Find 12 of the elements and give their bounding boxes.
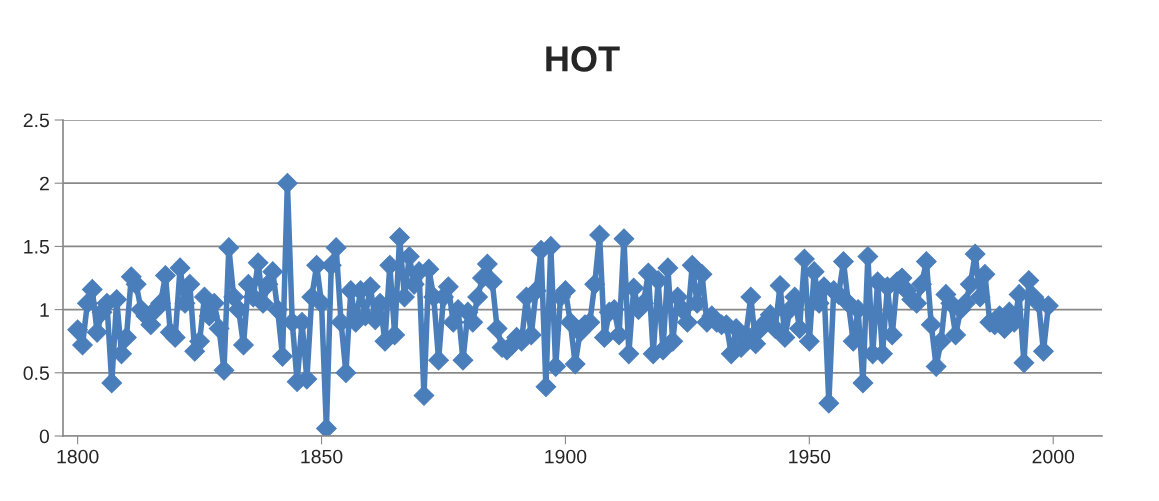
y-tick-label: 2.5 [23, 113, 49, 128]
x-tick-label: 1900 [545, 449, 587, 464]
x-tick-label: 1800 [57, 449, 99, 464]
y-tick-label: 2 [39, 176, 49, 191]
x-tick-label: 1850 [301, 449, 343, 464]
y-tick-label: 0 [39, 429, 50, 444]
x-tick-label: 2000 [1032, 449, 1075, 464]
x-tick-label: 1950 [789, 449, 831, 464]
y-tick-label: 0.5 [23, 366, 49, 381]
y-tick-label: 1.5 [24, 240, 49, 254]
y-tick-label: 1 [40, 303, 49, 317]
chart-title: HOT [546, 46, 620, 72]
